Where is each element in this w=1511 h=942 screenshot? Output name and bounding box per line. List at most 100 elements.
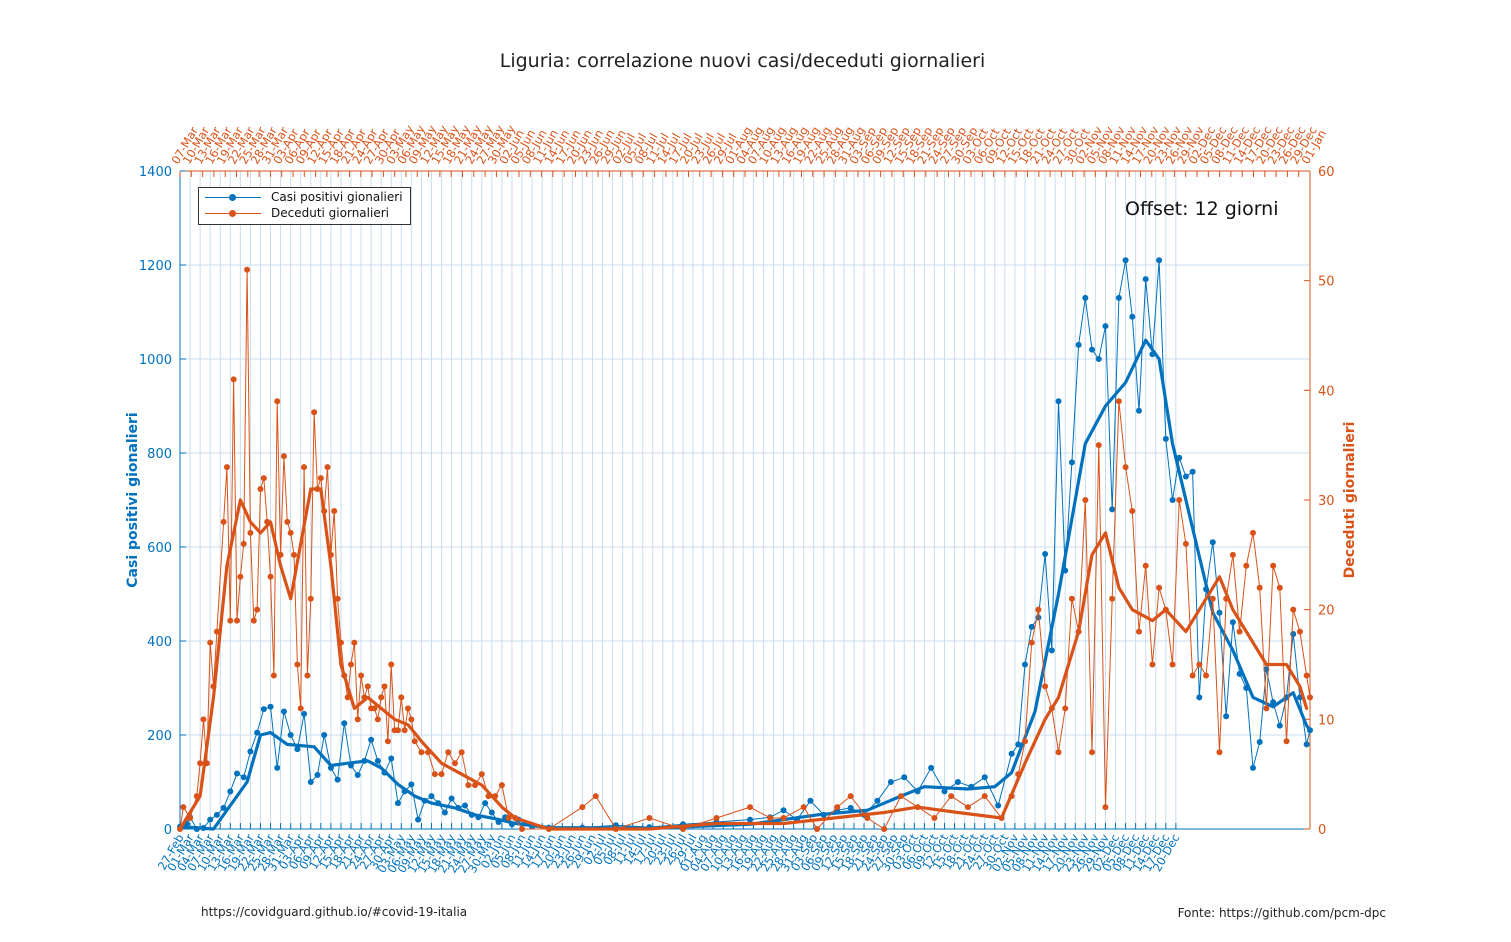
data-point-casi: [887, 779, 894, 785]
data-point-deceduti: [267, 573, 274, 580]
data-point-deceduti: [250, 617, 257, 624]
data-point-deceduti: [270, 672, 277, 679]
legend-marker-casi: [229, 194, 236, 201]
data-point-casi: [1229, 619, 1236, 626]
data-point-deceduti: [800, 804, 807, 811]
data-point-casi: [301, 710, 308, 717]
footer-link[interactable]: https://covidguard.github.io/#covid-19-i…: [201, 905, 468, 919]
data-point-deceduti: [237, 573, 244, 580]
y-left-tick-label: 1400: [139, 165, 172, 180]
data-point-deceduti: [451, 760, 458, 767]
data-point-deceduti: [498, 782, 505, 789]
data-point-casi: [428, 793, 435, 800]
data-point-deceduti: [1296, 628, 1303, 635]
data-point-deceduti: [381, 683, 388, 690]
data-point-deceduti: [284, 518, 291, 525]
data-point-deceduti: [1270, 562, 1277, 569]
data-point-casi: [1169, 497, 1176, 503]
y-right-tick-label: 10: [1318, 713, 1335, 728]
y-right-tick-label: 60: [1318, 165, 1335, 180]
data-point-casi: [1015, 741, 1022, 748]
data-point-deceduti: [398, 694, 405, 701]
data-point-casi: [321, 732, 328, 738]
data-point-deceduti: [747, 804, 754, 811]
series-layer: [177, 257, 1313, 832]
data-point-deceduti: [431, 771, 438, 778]
data-point-casi: [254, 729, 261, 736]
data-point-deceduti: [1156, 584, 1163, 591]
data-point-casi: [267, 703, 274, 710]
data-point-casi: [368, 736, 375, 743]
offset-note: Offset: 12 giorni: [1125, 198, 1279, 220]
data-point-casi: [981, 774, 988, 781]
data-point-casi: [995, 802, 1002, 809]
data-point-deceduti: [213, 628, 220, 635]
footer-source[interactable]: Fonte: https://github.com/pcm-dpc: [1177, 906, 1386, 920]
data-point-deceduti: [646, 815, 653, 822]
data-point-casi: [941, 788, 948, 795]
data-point-deceduti: [364, 683, 371, 690]
data-point-deceduti: [324, 464, 331, 471]
data-point-deceduti: [207, 639, 214, 646]
data-point-deceduti: [274, 398, 281, 405]
data-point-casi: [901, 774, 908, 781]
data-point-deceduti: [234, 617, 241, 624]
data-point-deceduti: [438, 771, 445, 778]
data-point-casi: [1216, 609, 1223, 616]
data-point-deceduti: [445, 749, 452, 756]
data-point-deceduti: [378, 694, 385, 701]
data-point-casi: [747, 816, 754, 823]
data-point-deceduti: [1122, 464, 1129, 471]
data-point-casi: [1042, 551, 1049, 558]
data-point-deceduti: [1203, 672, 1210, 679]
data-point-deceduti: [1307, 694, 1313, 701]
data-point-casi: [341, 720, 348, 727]
data-point-deceduti: [297, 705, 304, 712]
data-point-casi: [354, 771, 361, 778]
data-point-casi: [1256, 739, 1263, 746]
y-left-tick-label: 600: [147, 541, 172, 556]
data-point-casi: [874, 797, 881, 804]
legend-item-casi: Casi positivi gionalieri: [199, 190, 410, 206]
legend-marker-deceduti: [229, 210, 236, 217]
data-point-deceduti: [1209, 595, 1216, 602]
data-point-deceduti: [1236, 628, 1243, 635]
data-point-deceduti: [358, 672, 365, 679]
data-point-casi: [207, 816, 214, 823]
y-left-tick-label: 0: [164, 823, 172, 838]
data-point-deceduti: [351, 639, 358, 646]
legend-label-casi: Casi positivi gionalieri: [271, 190, 403, 204]
data-point-casi: [1142, 276, 1149, 283]
data-point-casi: [227, 788, 234, 795]
data-point-casi: [1129, 313, 1136, 320]
grid-layer: [179, 170, 1310, 830]
data-point-deceduti: [1303, 672, 1310, 679]
data-point-deceduti: [257, 486, 264, 493]
data-point-deceduti: [847, 793, 854, 800]
data-point-deceduti: [223, 464, 230, 471]
data-point-deceduti: [1276, 584, 1283, 591]
data-point-casi: [1095, 356, 1102, 362]
data-point-casi: [954, 779, 961, 785]
data-point-casi: [1055, 398, 1062, 405]
data-point-deceduti: [405, 705, 412, 712]
y-left-tick-label: 800: [147, 447, 172, 462]
data-point-casi: [1223, 713, 1230, 720]
data-point-deceduti: [287, 529, 294, 536]
data-point-deceduti: [1095, 442, 1102, 449]
data-point-deceduti: [260, 475, 267, 482]
data-point-deceduti: [331, 507, 338, 514]
y-right-tick-label: 0: [1318, 823, 1326, 838]
data-point-deceduti: [1169, 661, 1176, 668]
data-point-casi: [260, 706, 267, 713]
data-point-casi: [1068, 459, 1075, 466]
y-left-tick-label: 400: [147, 635, 172, 650]
legend: Casi positivi gionalieri Deceduti giorna…: [198, 187, 411, 225]
data-point-deceduti: [1129, 507, 1136, 514]
data-point-deceduti: [981, 793, 988, 800]
data-point-casi: [408, 781, 415, 788]
data-point-deceduti: [1021, 738, 1028, 745]
data-point-deceduti: [1142, 562, 1149, 569]
data-point-casi: [1122, 257, 1129, 264]
